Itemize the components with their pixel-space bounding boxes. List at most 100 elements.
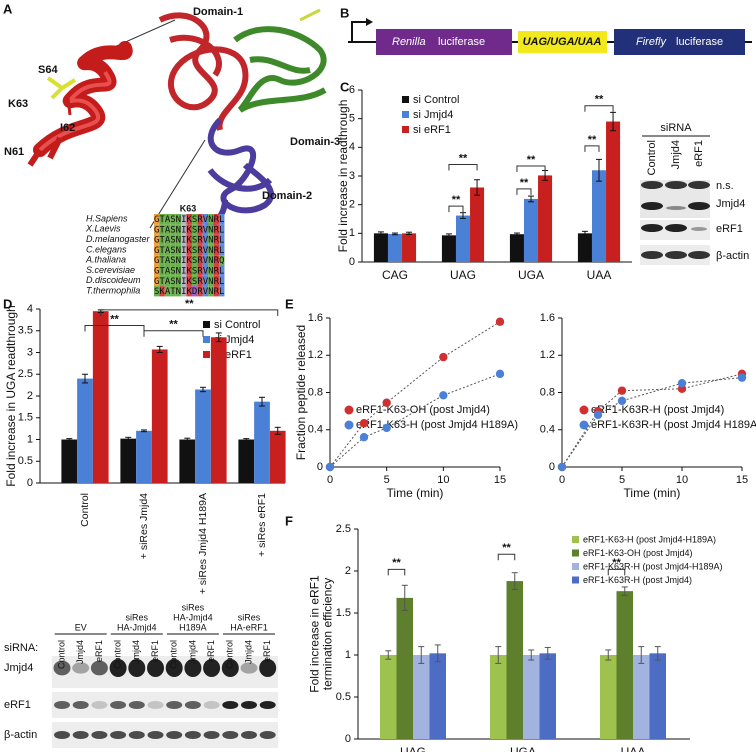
residue-cell xyxy=(181,234,187,245)
series-line xyxy=(561,373,743,468)
residue-label: I62 xyxy=(60,122,75,134)
legend-marker xyxy=(579,405,589,415)
residue-cell xyxy=(159,286,165,297)
bar xyxy=(649,653,666,739)
legend-swatch xyxy=(402,111,409,118)
band xyxy=(110,701,127,709)
bar xyxy=(373,233,388,262)
y-tick-label: 3 xyxy=(349,170,355,182)
lane-label: eRF1 xyxy=(94,640,104,662)
bar xyxy=(470,187,485,262)
sequence: GTASNIKSRVNRQ xyxy=(154,256,224,266)
point xyxy=(617,386,627,395)
species: D.discoideum xyxy=(86,275,141,285)
bar xyxy=(195,389,211,483)
y-tick-label: 2 xyxy=(27,390,33,402)
point xyxy=(737,373,747,382)
legend-label: si Control xyxy=(413,94,459,106)
residue-cell xyxy=(164,255,171,266)
band-label: β-actin xyxy=(4,729,37,741)
x-tick-label: UAA xyxy=(587,268,612,282)
legend-label: eRF1-K63R-H (post Jmjd4) xyxy=(583,575,692,585)
error-bar xyxy=(401,584,408,611)
significance: ** xyxy=(110,313,119,325)
band-label: n.s. xyxy=(716,180,734,192)
residue-cell xyxy=(208,255,214,266)
band xyxy=(259,659,277,677)
residue-cell xyxy=(202,244,209,256)
residue-cell xyxy=(164,286,171,297)
y-tick-label: 1.5 xyxy=(336,607,351,619)
residue-cell xyxy=(175,234,182,245)
y-tick-label: 0.5 xyxy=(336,691,351,703)
residue-cell xyxy=(186,214,192,225)
residue-cell xyxy=(154,255,160,266)
y-tick-label: 2 xyxy=(349,199,355,211)
x-tick-label: UAG xyxy=(450,268,476,282)
error-bar xyxy=(474,179,481,196)
legend-swatch xyxy=(572,536,579,543)
band xyxy=(91,701,108,709)
point xyxy=(359,419,369,428)
residue-cell xyxy=(154,244,160,256)
significance: ** xyxy=(169,319,178,331)
point xyxy=(359,433,369,442)
x-tick-label: 5 xyxy=(619,474,625,486)
bar xyxy=(490,655,507,739)
lane-label: eRF1 xyxy=(150,640,160,662)
y-tick-label: 2.5 xyxy=(336,523,351,535)
sequence: GTASNIKSRVNRL xyxy=(154,225,224,235)
band xyxy=(147,659,164,677)
residue-cell xyxy=(197,265,203,276)
bar xyxy=(238,439,255,483)
bar xyxy=(402,233,417,262)
legend-label: eRF1-K63-H (post Jmjd4-H189A) xyxy=(583,534,716,544)
residue-cell xyxy=(170,234,176,245)
sequence: GTASNIKSRVNRL xyxy=(154,215,224,225)
significance-bracket xyxy=(448,205,464,213)
significance: ** xyxy=(392,557,401,569)
residue-cell xyxy=(154,214,160,225)
residue-cell xyxy=(154,224,160,235)
bar xyxy=(380,655,397,739)
band-label: Jmjd4 xyxy=(4,662,33,674)
residue-cell xyxy=(202,214,209,225)
error-bar xyxy=(638,646,645,664)
residue-cell xyxy=(197,275,203,287)
panel-label: B xyxy=(340,5,349,20)
bar xyxy=(539,653,556,739)
residue-cell xyxy=(197,244,203,256)
residue-cell xyxy=(159,275,165,287)
band xyxy=(203,659,221,677)
error-bar xyxy=(596,158,602,182)
residue-cell xyxy=(159,234,165,245)
legend-label: eRF1-K63-OH (post Jmjd4) xyxy=(356,404,490,416)
point xyxy=(325,462,335,472)
lane-label: Control xyxy=(56,640,66,669)
significance-bracket xyxy=(143,330,204,337)
error-bar xyxy=(610,111,617,132)
band xyxy=(110,731,127,739)
error-bar xyxy=(445,233,452,238)
residue-cell xyxy=(191,275,198,287)
lane-label: Control xyxy=(225,640,235,669)
significance-bracket xyxy=(387,568,406,576)
residue-cell xyxy=(181,214,187,225)
x-tick-label: 10 xyxy=(676,474,688,486)
residue-cell xyxy=(154,275,160,287)
error-bar xyxy=(82,373,88,384)
y-tick-label: 0 xyxy=(549,461,555,473)
residue-cell xyxy=(175,214,182,225)
y-tick-label: 1 xyxy=(27,433,33,445)
band xyxy=(184,731,201,739)
point xyxy=(593,410,603,420)
lane-label: Jmjd4 xyxy=(670,140,682,169)
y-tick-label: 0 xyxy=(345,733,351,745)
bar xyxy=(210,337,227,483)
residue-cell xyxy=(186,275,192,287)
panel-label: F xyxy=(285,513,293,528)
point xyxy=(677,378,687,388)
y-tick-label: 4 xyxy=(349,141,355,153)
legend-label: eRF1-K63-OH (post Jmjd4) xyxy=(583,548,693,558)
residue-cell xyxy=(159,255,165,266)
